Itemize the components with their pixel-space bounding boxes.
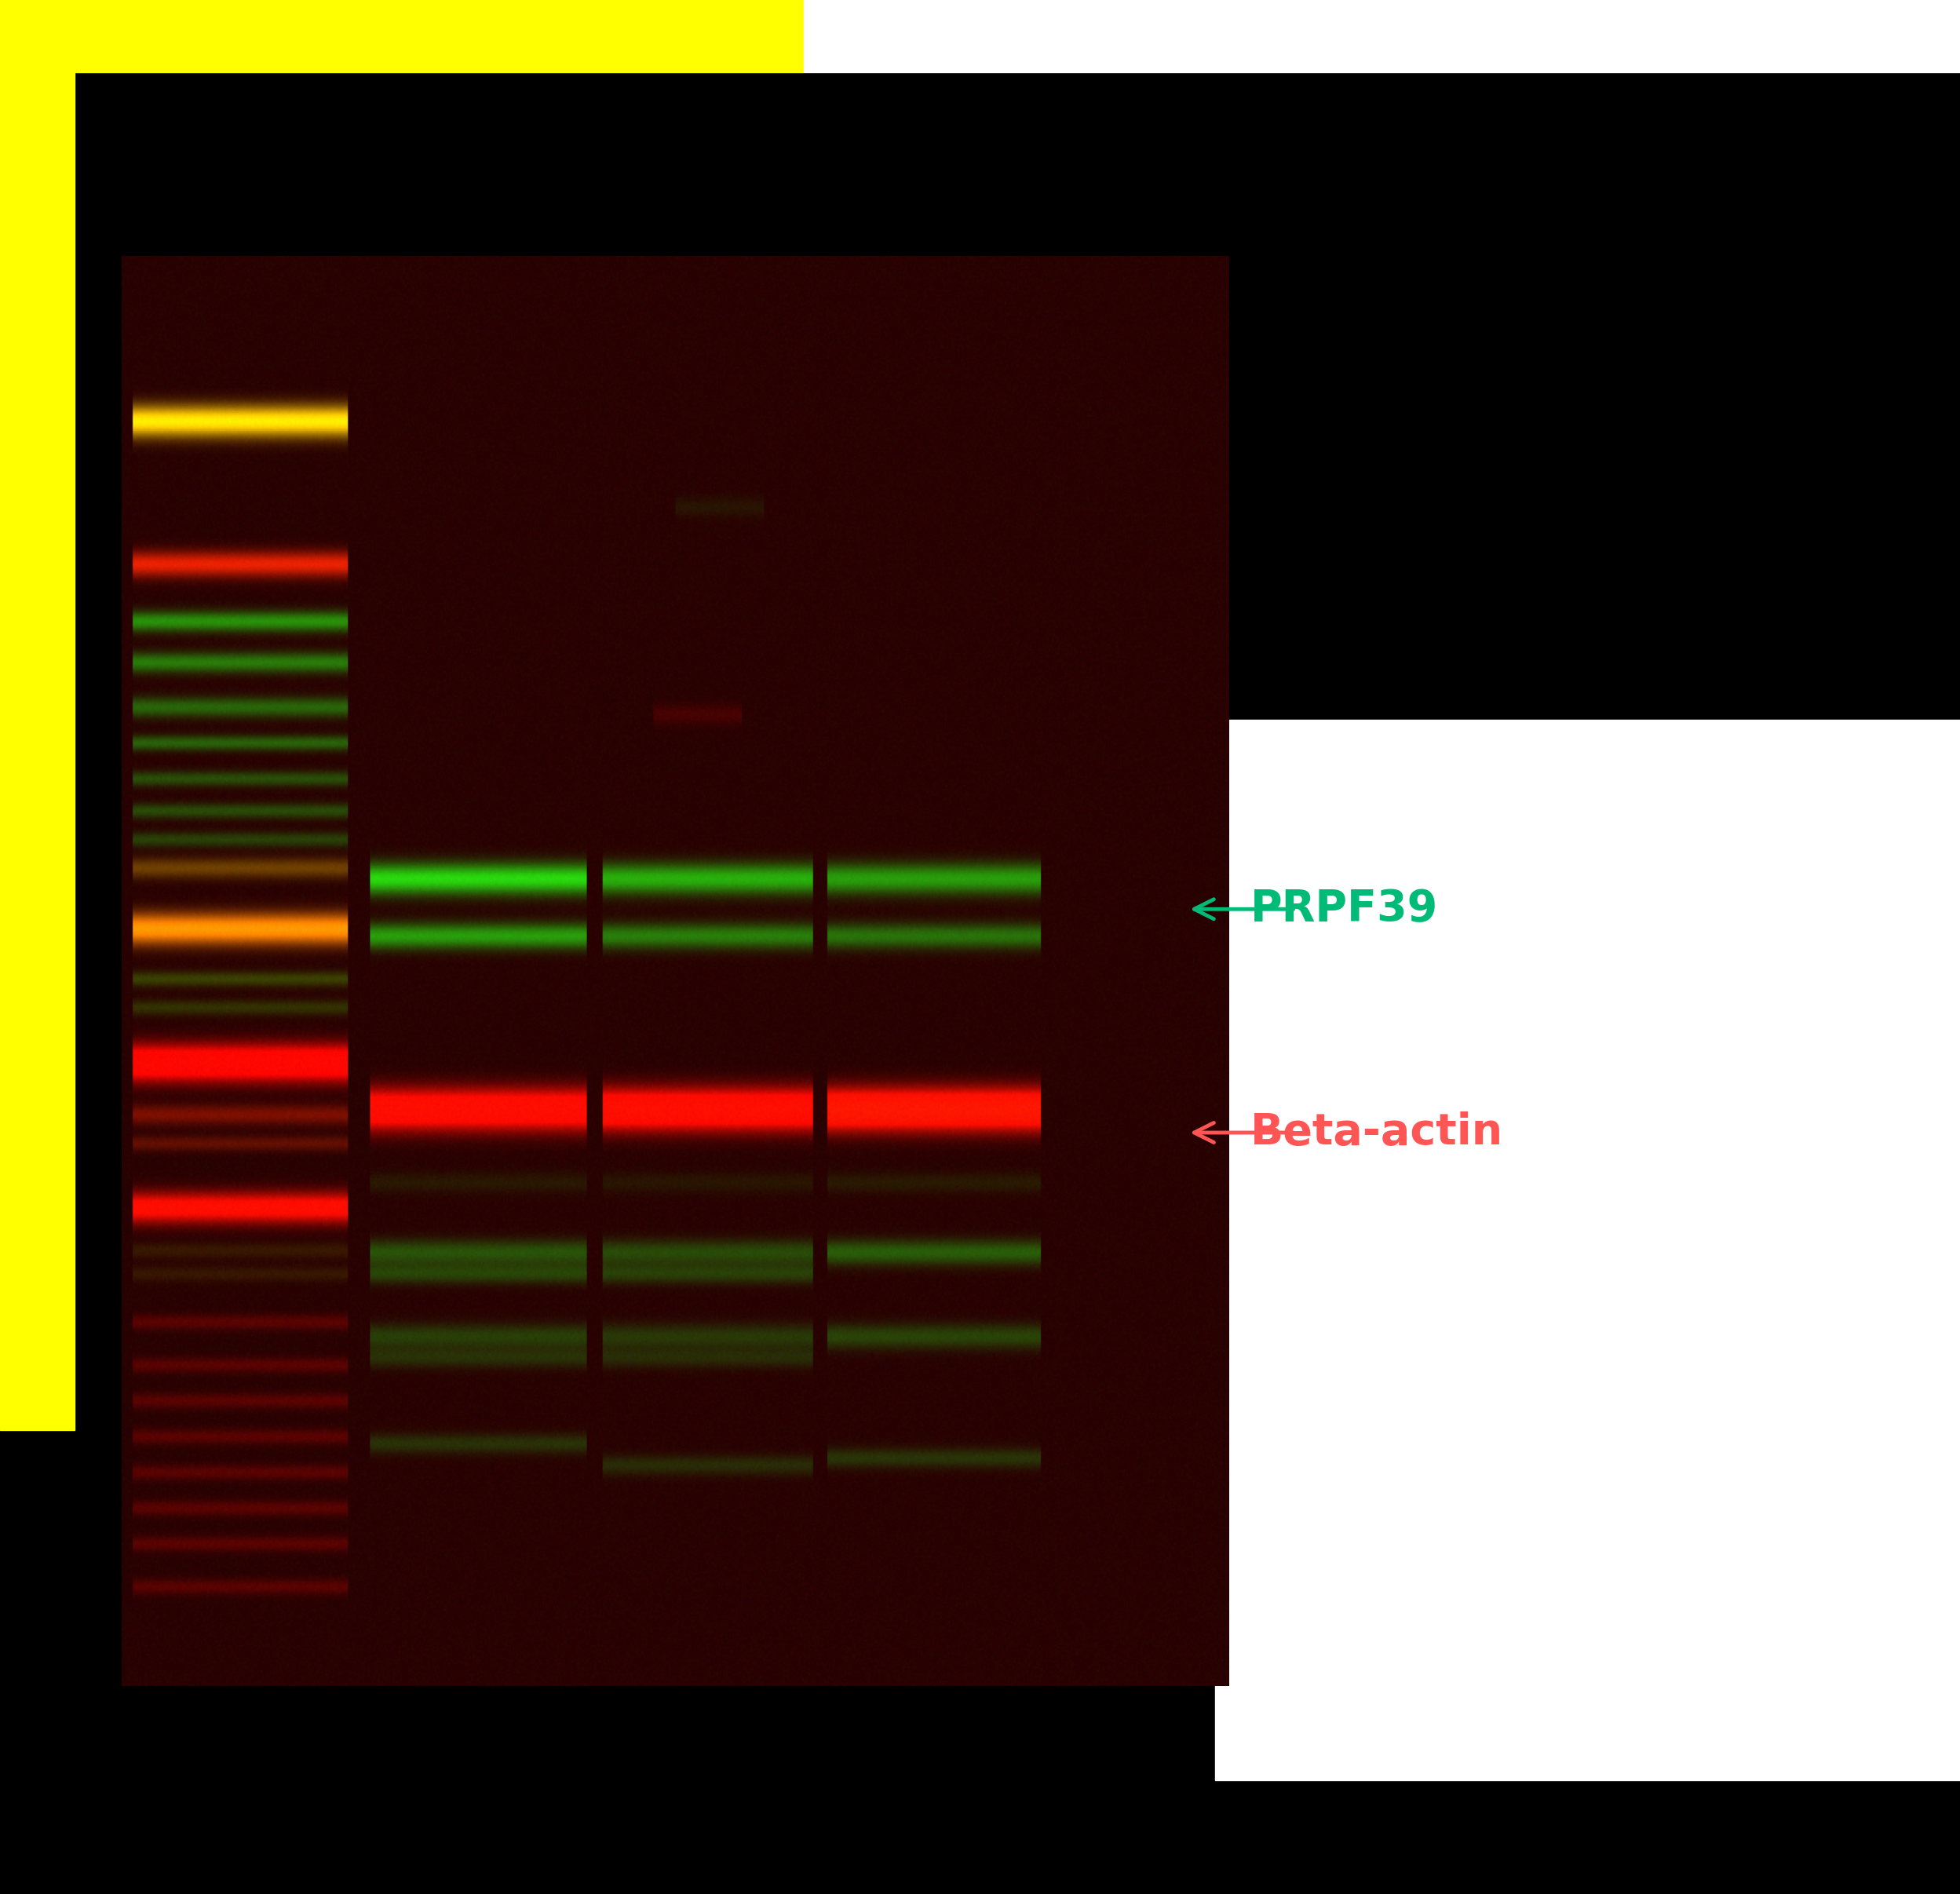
- Bar: [0, 66, 74, 1430]
- Text: PRPF39: PRPF39: [1250, 888, 1439, 930]
- Bar: [0, 0, 804, 72]
- Bar: [804, 0, 1960, 72]
- Bar: [1215, 720, 1960, 1780]
- Text: Beta-actin: Beta-actin: [1250, 1112, 1503, 1153]
